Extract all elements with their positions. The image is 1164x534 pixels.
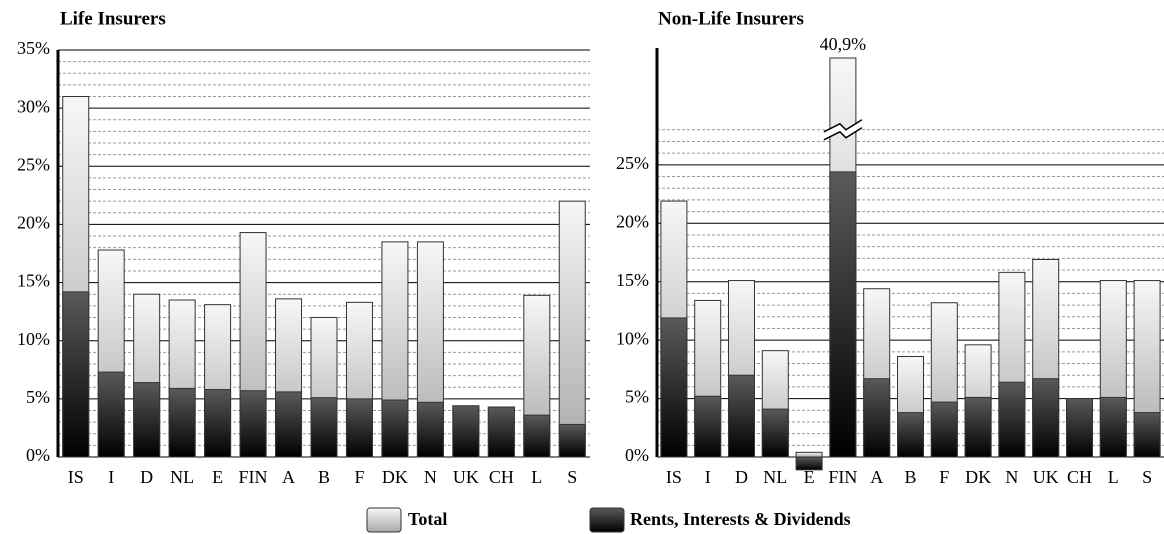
x-tick-label: FIN [239,467,268,487]
y-tick-label: 5% [26,387,50,407]
bar [204,389,232,458]
x-tick-label: UK [453,467,479,487]
x-tick-label: S [1142,467,1152,487]
bar [62,291,90,458]
bar [1032,378,1060,458]
legend-swatch [366,507,402,533]
x-tick-label: IS [666,467,682,487]
x-tick-label: F [939,467,949,487]
y-tick-label: 10% [616,328,649,348]
bar [452,405,480,458]
bar [487,406,515,458]
x-tick-label: I [108,467,114,487]
bar [964,396,992,458]
y-tick-label: 35% [17,38,50,58]
x-tick-label: B [904,467,916,487]
bar [558,200,586,458]
x-tick-label: N [1005,467,1018,487]
x-tick-label: NL [170,467,194,487]
y-tick-label: 20% [17,213,50,233]
x-tick-label: FIN [828,467,857,487]
axis-break [823,127,863,141]
bar [310,397,338,458]
bar [523,414,551,458]
x-tick-label: I [705,467,711,487]
bar [795,451,823,458]
bar [761,408,789,458]
x-tick-label: IS [68,467,84,487]
y-tick-label: 25% [616,153,649,173]
bar [930,401,958,458]
x-tick-label: N [424,467,437,487]
bar [381,399,409,458]
y-tick-label: 10% [17,329,50,349]
x-tick-label: DK [965,467,991,487]
bar [345,398,373,458]
axis-break [822,121,864,139]
bar [694,395,722,458]
bar [416,401,444,458]
bar [133,382,161,458]
y-tick-label: 5% [625,387,649,407]
bar [660,317,688,458]
x-tick-label: UK [1033,467,1059,487]
x-tick-label: A [282,467,295,487]
y-tick-label: 15% [616,270,649,290]
x-tick-label: L [1108,467,1119,487]
legend-label: Rents, Interests & Dividends [630,509,851,529]
y-tick-label: 20% [616,211,649,231]
bar [829,171,857,458]
bar [168,387,196,458]
bar [1133,412,1161,458]
x-tick-label: D [735,467,748,487]
y-tick-label: 0% [26,445,50,465]
x-tick-label: F [354,467,364,487]
legend-label: Total [408,509,447,529]
legend-swatch [589,507,625,533]
x-tick-label: L [531,467,542,487]
bar [795,456,823,471]
y-tick-label: 25% [17,154,50,174]
y-tick-label: 30% [17,96,50,116]
x-tick-label: B [318,467,330,487]
bar [97,371,125,458]
x-tick-label: DK [382,467,408,487]
x-tick-label: CH [489,467,514,487]
axis-break [823,119,863,133]
bar [275,391,303,458]
bar [1099,396,1127,458]
x-tick-label: E [212,467,223,487]
chart-title: Non-Life Insurers [658,8,804,29]
x-tick-label: D [140,467,153,487]
y-tick-label: 15% [17,271,50,291]
chart-title: Life Insurers [60,8,166,29]
y-tick-label: 0% [625,445,649,465]
bar [863,378,891,458]
x-tick-label: NL [763,467,787,487]
value-label: 40,9% [820,34,867,54]
bar [728,374,755,458]
x-tick-label: A [870,467,883,487]
bar [897,412,924,458]
x-tick-label: E [804,467,815,487]
bar [558,423,586,458]
bar [239,390,267,458]
x-tick-label: CH [1067,467,1092,487]
x-tick-label: S [567,467,577,487]
bar [998,381,1026,458]
bar [1066,398,1093,458]
